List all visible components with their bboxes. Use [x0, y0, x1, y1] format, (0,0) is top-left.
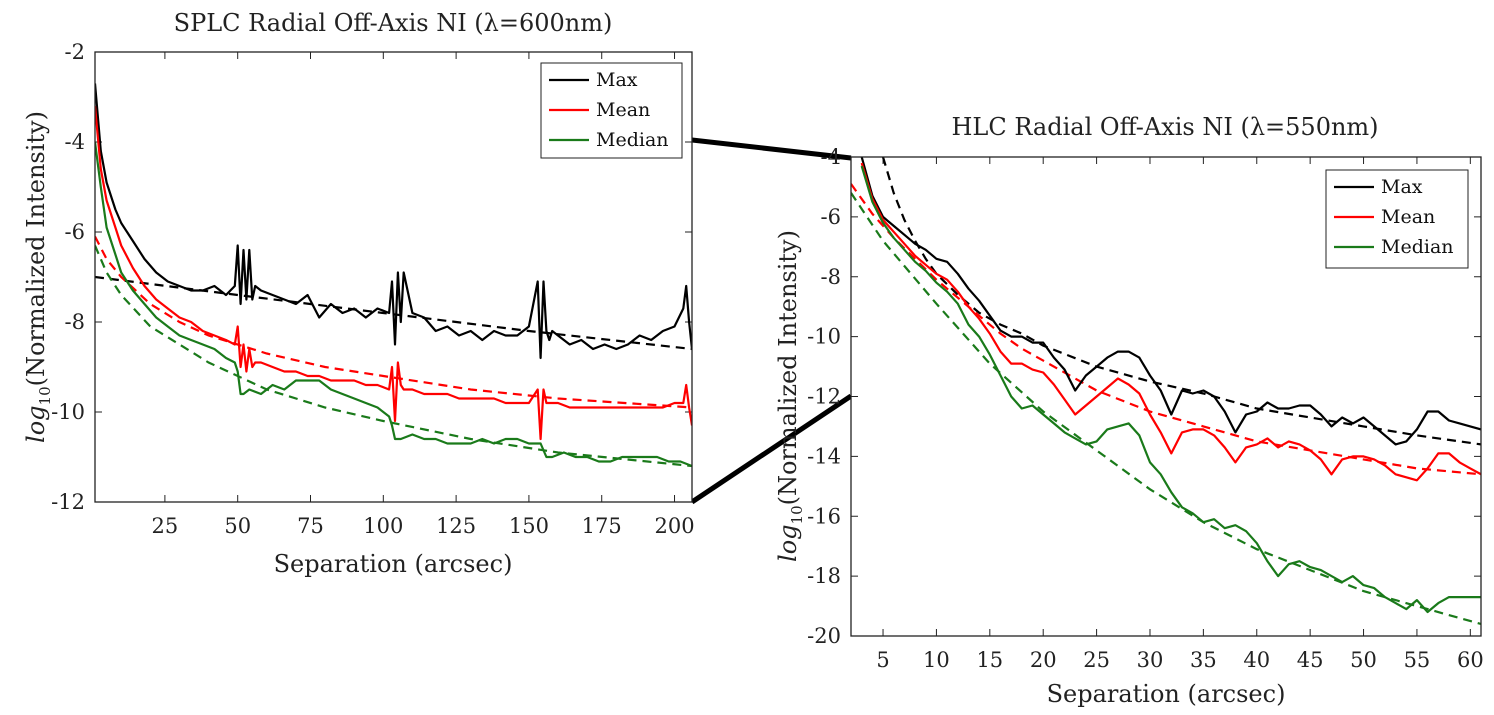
- splc-legend: Max Mean Median: [540, 62, 683, 159]
- hlc-y-label-text: (Normalized Intensity): [774, 230, 802, 505]
- hlc-chart-title: HLC Radial Off-Axis NI (λ=550nm): [951, 113, 1378, 141]
- hlc-series-line-median: [860, 165, 1481, 614]
- connector-lines: [690, 137, 853, 505]
- splc-x-tick-label: 100: [363, 514, 403, 538]
- hlc-x-tick-label: 30: [1137, 648, 1164, 672]
- hlc-x-tick-label: 45: [1297, 648, 1324, 672]
- hlc-x-tick-label: 55: [1404, 648, 1431, 672]
- hlc-chart: HLC Radial Off-Axis NI (λ=550nm) -4 -6 -8 -…: [774, 113, 1484, 708]
- splc-x-tick-label: 175: [582, 514, 622, 538]
- connector-line-bottom: [690, 393, 853, 505]
- hlc-y-tick-label: -10: [807, 325, 841, 349]
- hlc-y-tick-label: -14: [807, 444, 841, 468]
- hlc-x-tick-label: 50: [1350, 648, 1377, 672]
- hlc-y-tick-label: -18: [807, 564, 841, 588]
- hlc-series-lines: [860, 157, 1481, 614]
- connector-line-top: [691, 137, 852, 161]
- hlc-y-axis-label: log10(Normalized Intensity): [774, 230, 806, 562]
- splc-x-tick-label: 75: [297, 514, 324, 538]
- splc-y-tick-label: -12: [51, 490, 85, 514]
- hlc-x-tick-label: 25: [1083, 648, 1110, 672]
- splc-y-axis-ticks: -2 -4 -6 -8 -10 -12: [51, 40, 692, 514]
- splc-y-label-log: log: [22, 405, 50, 443]
- hlc-plot-frame: [850, 156, 1482, 637]
- hlc-x-tick-label: 15: [976, 648, 1003, 672]
- hlc-x-tick-label: 40: [1243, 648, 1270, 672]
- splc-legend-label-mean: Mean: [596, 99, 650, 121]
- splc-y-label-sub: 10: [36, 386, 54, 405]
- hlc-x-tick-label: 5: [876, 648, 889, 672]
- splc-y-tick-label: -2: [65, 40, 85, 64]
- hlc-x-axis-label: Separation (arcsec): [1047, 680, 1286, 708]
- hlc-legend-label-max: Max: [1381, 176, 1423, 198]
- hlc-y-label-log: log: [774, 524, 802, 562]
- hlc-y-tick-label: -20: [807, 624, 841, 648]
- hlc-legend-label-mean: Mean: [1381, 206, 1435, 228]
- splc-fit-line-1: [95, 235, 692, 409]
- hlc-y-tick-label: -12: [807, 385, 841, 409]
- hlc-series-line-mean: [860, 162, 1481, 482]
- hlc-series-line-max: [860, 157, 1481, 446]
- hlc-y-tick-label: -4: [821, 145, 841, 169]
- splc-legend-label-median: Median: [596, 129, 669, 151]
- splc-y-tick-label: -8: [65, 310, 85, 334]
- hlc-legend-label-median: Median: [1381, 236, 1454, 258]
- hlc-fit-lines: [851, 157, 1481, 626]
- splc-y-label-text: (Normalized Intensity): [22, 111, 50, 386]
- splc-series-lines: [95, 83, 692, 468]
- hlc-fit-line-2: [851, 192, 1481, 626]
- hlc-x-tick-label: 10: [923, 648, 950, 672]
- splc-y-tick-label: -4: [65, 130, 85, 154]
- hlc-y-tick-label: -8: [821, 265, 841, 289]
- hlc-y-tick-label: -6: [821, 205, 841, 229]
- hlc-x-tick-label: 35: [1190, 648, 1217, 672]
- splc-y-tick-label: -10: [51, 400, 85, 424]
- splc-x-tick-label: 150: [509, 514, 549, 538]
- splc-chart-title: SPLC Radial Off-Axis NI (λ=600nm): [174, 9, 613, 37]
- splc-x-tick-label: 125: [436, 514, 476, 538]
- splc-series-line-max: [95, 83, 692, 360]
- hlc-legend: Max Mean Median: [1325, 169, 1469, 269]
- splc-x-axis-label: Separation (arcsec): [274, 550, 513, 578]
- splc-plot-frame: [94, 51, 693, 503]
- hlc-fit-line-1: [851, 183, 1481, 476]
- splc-x-tick-label: 200: [654, 514, 694, 538]
- splc-series-line-mean: [95, 105, 692, 441]
- hlc-y-label-sub: 10: [788, 505, 806, 524]
- hlc-x-tick-label: 60: [1457, 648, 1484, 672]
- splc-x-tick-label: 25: [152, 514, 179, 538]
- splc-y-axis-label: log10(Normalized Intensity): [22, 111, 54, 443]
- splc-x-tick-label: 50: [224, 514, 251, 538]
- splc-y-tick-label: -6: [65, 220, 85, 244]
- hlc-x-tick-label: 20: [1030, 648, 1057, 672]
- splc-series-line-median: [95, 141, 692, 468]
- splc-x-axis-ticks: 25 50 75 100 125 150 175 200: [152, 52, 695, 538]
- hlc-y-tick-label: -16: [807, 504, 841, 528]
- hlc-x-axis-ticks: 5 10 15 20 25 30 35 40 45 50 55 60: [876, 157, 1484, 672]
- splc-legend-label-max: Max: [596, 69, 638, 91]
- splc-chart: SPLC Radial Off-Axis NI (λ=600nm) -2 -4 -6…: [22, 9, 695, 578]
